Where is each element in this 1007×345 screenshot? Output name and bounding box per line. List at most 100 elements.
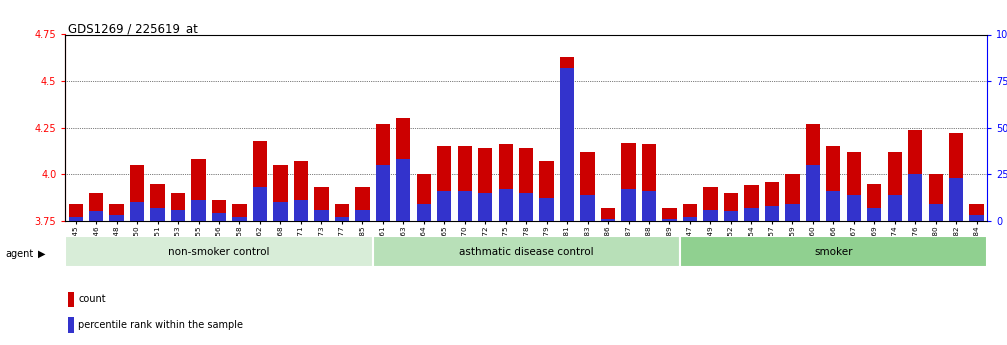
Bar — [970, 215, 984, 221]
Bar — [130, 165, 144, 221]
Bar — [171, 193, 185, 221]
Bar — [253, 141, 267, 221]
Bar — [478, 193, 492, 221]
Bar — [314, 187, 328, 221]
Bar — [65, 236, 373, 267]
Bar — [519, 148, 534, 221]
Text: asthmatic disease control: asthmatic disease control — [459, 247, 593, 257]
Bar — [150, 208, 165, 221]
Bar — [67, 292, 75, 307]
Bar — [580, 152, 595, 221]
Bar — [373, 236, 680, 267]
Bar — [89, 193, 104, 221]
Bar — [417, 204, 431, 221]
Bar — [847, 152, 861, 221]
Bar — [211, 213, 227, 221]
Bar — [273, 202, 288, 221]
Bar — [437, 191, 451, 221]
Bar — [294, 161, 308, 221]
Bar — [663, 208, 677, 221]
Bar — [417, 174, 431, 221]
Text: count: count — [78, 294, 106, 304]
Bar — [764, 206, 779, 221]
Bar — [396, 159, 411, 221]
Bar — [130, 202, 144, 221]
Bar — [621, 142, 635, 221]
Bar — [67, 317, 75, 333]
Text: smoker: smoker — [814, 247, 853, 257]
Bar — [680, 236, 987, 267]
Bar — [68, 217, 83, 221]
Bar — [478, 148, 492, 221]
Bar — [744, 185, 758, 221]
Text: GDS1269 / 225619_at: GDS1269 / 225619_at — [68, 22, 198, 36]
Bar — [540, 198, 554, 221]
Bar — [457, 146, 472, 221]
Bar — [314, 210, 328, 221]
Bar — [355, 210, 370, 221]
Bar — [110, 215, 124, 221]
Bar — [949, 133, 964, 221]
Bar — [887, 195, 902, 221]
Bar — [560, 57, 574, 221]
Bar — [150, 184, 165, 221]
Bar — [744, 208, 758, 221]
Bar — [785, 204, 800, 221]
Text: ▶: ▶ — [38, 249, 45, 258]
Bar — [683, 204, 697, 221]
Bar — [887, 152, 902, 221]
Bar — [826, 191, 841, 221]
Bar — [621, 189, 635, 221]
Bar — [703, 187, 718, 221]
Bar — [68, 204, 83, 221]
Bar — [211, 200, 227, 221]
Bar — [826, 146, 841, 221]
Bar — [191, 159, 205, 221]
Bar — [601, 219, 615, 221]
Bar — [376, 165, 390, 221]
Bar — [89, 211, 104, 221]
Bar — [457, 191, 472, 221]
Bar — [580, 195, 595, 221]
Bar — [928, 204, 943, 221]
Bar — [498, 145, 513, 221]
Bar — [437, 146, 451, 221]
Bar — [540, 161, 554, 221]
Bar — [519, 193, 534, 221]
Bar — [560, 68, 574, 221]
Bar — [110, 204, 124, 221]
Text: percentile rank within the sample: percentile rank within the sample — [78, 320, 243, 330]
Bar — [641, 145, 657, 221]
Bar — [498, 189, 513, 221]
Bar — [171, 210, 185, 221]
Bar — [724, 193, 738, 221]
Bar — [253, 187, 267, 221]
Bar — [867, 184, 881, 221]
Bar — [806, 165, 820, 221]
Bar — [601, 208, 615, 221]
Bar — [376, 124, 390, 221]
Bar — [806, 124, 820, 221]
Bar — [867, 208, 881, 221]
Bar — [785, 174, 800, 221]
Bar — [233, 204, 247, 221]
Bar — [641, 191, 657, 221]
Bar — [928, 174, 943, 221]
Bar — [724, 211, 738, 221]
Bar — [663, 219, 677, 221]
Bar — [908, 174, 922, 221]
Bar — [334, 204, 349, 221]
Bar — [970, 204, 984, 221]
Bar — [764, 182, 779, 221]
Bar — [334, 217, 349, 221]
Bar — [703, 210, 718, 221]
Bar — [683, 217, 697, 221]
Bar — [355, 187, 370, 221]
Bar — [847, 195, 861, 221]
Bar — [396, 118, 411, 221]
Bar — [949, 178, 964, 221]
Bar — [294, 200, 308, 221]
Text: non-smoker control: non-smoker control — [168, 247, 270, 257]
Bar — [233, 217, 247, 221]
Bar — [191, 200, 205, 221]
